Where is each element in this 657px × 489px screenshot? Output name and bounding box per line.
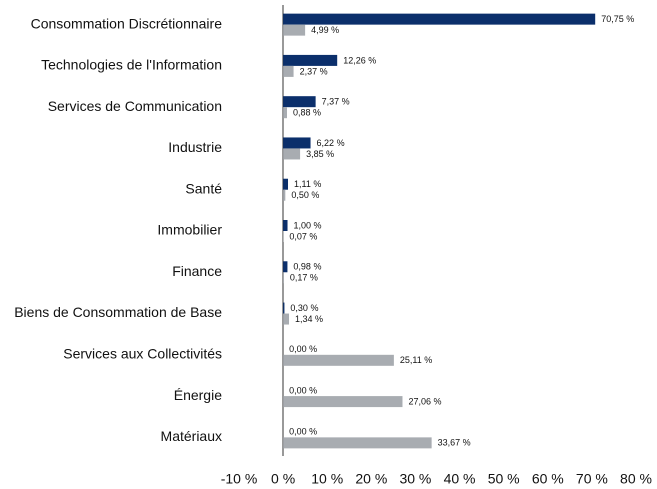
bar <box>283 302 285 314</box>
category-label: Immobilier <box>157 222 222 238</box>
x-tick-label: 10 % <box>311 471 343 487</box>
bar <box>283 396 403 408</box>
value-label: 0,00 % <box>289 427 317 437</box>
value-label: 0,30 % <box>290 303 318 313</box>
value-label: 1,34 % <box>295 314 323 324</box>
bar <box>283 137 311 149</box>
category-label: Finance <box>172 263 222 279</box>
bar <box>283 148 301 160</box>
bar <box>283 272 284 284</box>
category-label: Consommation Discrétionnaire <box>31 15 223 31</box>
value-label: 0,88 % <box>293 108 321 118</box>
value-label: 2,37 % <box>300 66 328 76</box>
bar <box>283 65 294 77</box>
x-tick-label: 20 % <box>355 471 387 487</box>
category-label: Matériaux <box>161 428 222 444</box>
category-label: Services de Communication <box>48 98 222 114</box>
bar <box>283 354 394 366</box>
bar <box>283 189 286 201</box>
x-tick-label: 60 % <box>532 471 564 487</box>
value-label: 0,00 % <box>289 344 317 354</box>
value-label: 0,07 % <box>289 231 317 241</box>
x-tick-label: 80 % <box>620 471 652 487</box>
bar <box>283 437 432 449</box>
value-label: 33,67 % <box>438 438 471 448</box>
bar <box>283 261 288 273</box>
bar <box>283 313 290 325</box>
value-label: 6,22 % <box>317 138 345 148</box>
category-label: Santé <box>185 180 222 196</box>
value-label: 12,26 % <box>343 55 376 65</box>
value-label: 1,11 % <box>294 179 321 189</box>
category-label: Énergie <box>174 387 222 403</box>
bar <box>283 13 596 25</box>
value-label: 70,75 % <box>601 14 634 24</box>
category-label: Industrie <box>168 139 222 155</box>
bar <box>283 96 316 108</box>
value-label: 0,98 % <box>293 262 321 272</box>
category-label: Technologies de l'Information <box>41 57 222 73</box>
bar <box>283 178 289 190</box>
category-label: Biens de Consommation de Base <box>14 304 222 320</box>
value-label: 7,37 % <box>322 97 350 107</box>
value-label: 25,11 % <box>400 355 432 365</box>
category-label: Services aux Collectivités <box>63 346 222 362</box>
bar <box>283 24 306 36</box>
x-tick-label: 0 % <box>271 471 295 487</box>
value-label: 0,17 % <box>290 273 318 283</box>
bar <box>283 220 288 231</box>
x-tick-label: 50 % <box>488 471 520 487</box>
value-label: 1,00 % <box>294 220 322 230</box>
value-label: 3,85 % <box>306 149 334 159</box>
x-tick-label: 70 % <box>576 471 608 487</box>
value-label: 0,50 % <box>291 190 319 200</box>
value-label: 0,00 % <box>289 385 317 395</box>
value-label: 4,99 % <box>311 25 339 35</box>
value-label: 27,06 % <box>408 396 441 406</box>
bar <box>283 107 287 119</box>
x-tick-label: 40 % <box>444 471 476 487</box>
x-tick-label: 30 % <box>399 471 431 487</box>
bar <box>283 54 338 66</box>
x-tick-label: -10 % <box>221 471 258 487</box>
